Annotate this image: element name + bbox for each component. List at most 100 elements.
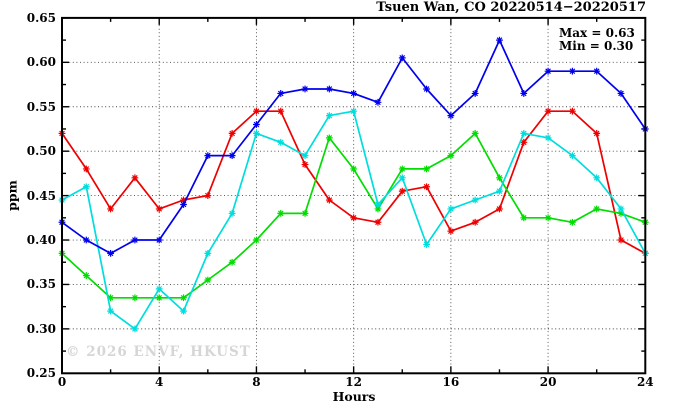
series-marker-red [325, 196, 333, 204]
x-tick-label: 12 [345, 375, 362, 389]
series-marker-cyan [374, 201, 382, 208]
series-marker-green [593, 205, 601, 213]
series-marker-cyan [204, 249, 212, 257]
x-tick-label: 0 [57, 375, 67, 389]
series-marker-blue [568, 67, 576, 75]
x-tick-label: 4 [155, 375, 164, 389]
series-marker-green [496, 174, 503, 182]
series-marker-green [180, 294, 187, 302]
series-marker-blue [374, 98, 382, 106]
series-marker-red [228, 130, 236, 137]
series-marker-red [447, 227, 455, 235]
series-marker-cyan [496, 187, 503, 195]
watermark: © 2026 ENVF, HKUST [66, 344, 251, 360]
series-marker-red [544, 107, 552, 115]
y-tick-label: 0.50 [26, 144, 56, 159]
series-marker-blue [82, 236, 90, 244]
series-marker-red [204, 192, 212, 199]
series-marker-blue [496, 36, 503, 44]
series-marker-green [374, 205, 382, 213]
max-annotation: Max = 0.63 [559, 26, 635, 40]
min-annotation: Min = 0.30 [559, 39, 634, 53]
series-marker-green [155, 294, 163, 302]
series-marker-red [277, 107, 285, 115]
series-marker-red [107, 205, 115, 213]
series-marker-cyan [423, 241, 430, 248]
series-marker-green [82, 272, 90, 279]
series-marker-cyan [617, 205, 625, 213]
series-marker-blue [544, 67, 552, 75]
series-marker-cyan [82, 183, 90, 191]
series-marker-blue [447, 112, 455, 120]
series-marker-red [398, 187, 406, 195]
series-marker-blue [204, 152, 212, 160]
series-marker-blue [228, 152, 236, 160]
x-tick-label: 24 [636, 375, 654, 389]
series-marker-cyan [520, 130, 528, 137]
series-marker-red [617, 236, 625, 244]
x-tick-label: 16 [442, 375, 460, 389]
series-marker-blue [398, 54, 406, 62]
series-marker-blue [180, 201, 187, 208]
series-marker-cyan [253, 130, 260, 137]
series-marker-red [471, 218, 479, 226]
series-marker-cyan [325, 112, 333, 120]
series-marker-cyan [568, 152, 576, 160]
series-marker-cyan [593, 174, 601, 182]
series-marker-blue [350, 90, 358, 97]
series-marker-cyan [228, 209, 236, 217]
series-marker-green [544, 214, 552, 222]
series-marker-green [447, 152, 455, 160]
y-tick-label: 0.55 [26, 99, 56, 114]
series-marker-green [204, 276, 212, 284]
series-marker-blue [277, 90, 285, 97]
series-marker-blue [325, 85, 333, 93]
plot-border [61, 16, 647, 375]
x-tick-label: 20 [539, 375, 557, 389]
series-marker-cyan [544, 134, 552, 142]
series-marker-cyan [350, 107, 358, 115]
series-marker-red [131, 174, 139, 182]
y-tick-label: 0.45 [26, 188, 56, 203]
series-marker-blue [107, 249, 115, 257]
series-marker-blue [471, 90, 479, 97]
series-marker-red [520, 138, 528, 146]
series-marker-blue [131, 236, 139, 244]
series-marker-red [155, 205, 163, 213]
series-marker-blue [155, 236, 163, 244]
x-tick-label: 8 [252, 375, 261, 389]
series-marker-green [471, 130, 479, 137]
series-marker-green [325, 134, 333, 142]
series-line-red [61, 110, 646, 255]
series-marker-green [617, 209, 625, 217]
series-marker-green [131, 294, 139, 302]
series-marker-blue [301, 85, 309, 93]
series-marker-cyan [301, 152, 309, 160]
y-tick-label: 0.60 [26, 55, 56, 70]
series-marker-blue [617, 90, 625, 97]
series-marker-green [277, 209, 285, 217]
y-tick-label: 0.65 [26, 10, 56, 25]
series-marker-red [568, 107, 576, 115]
series-marker-cyan [107, 307, 115, 315]
series-marker-red [82, 165, 90, 173]
series-marker-red [301, 161, 309, 168]
chart-title: Tsuen Wan, CO 20220514−20220517 [376, 0, 646, 15]
series-marker-green [520, 214, 528, 222]
series-marker-red [253, 107, 260, 115]
y-tick-label: 0.25 [26, 366, 56, 381]
series-marker-cyan [447, 205, 455, 213]
series-marker-blue [593, 67, 601, 75]
series-marker-cyan [155, 285, 163, 293]
series-marker-cyan [471, 196, 479, 204]
series-marker-green [107, 294, 115, 302]
series-marker-green [301, 209, 309, 217]
y-tick-label: 0.30 [26, 321, 56, 336]
series-marker-cyan [398, 174, 406, 182]
series-marker-green [228, 258, 236, 266]
series-marker-red [593, 130, 601, 137]
series-marker-blue [520, 90, 528, 97]
y-tick-label: 0.40 [26, 233, 56, 248]
